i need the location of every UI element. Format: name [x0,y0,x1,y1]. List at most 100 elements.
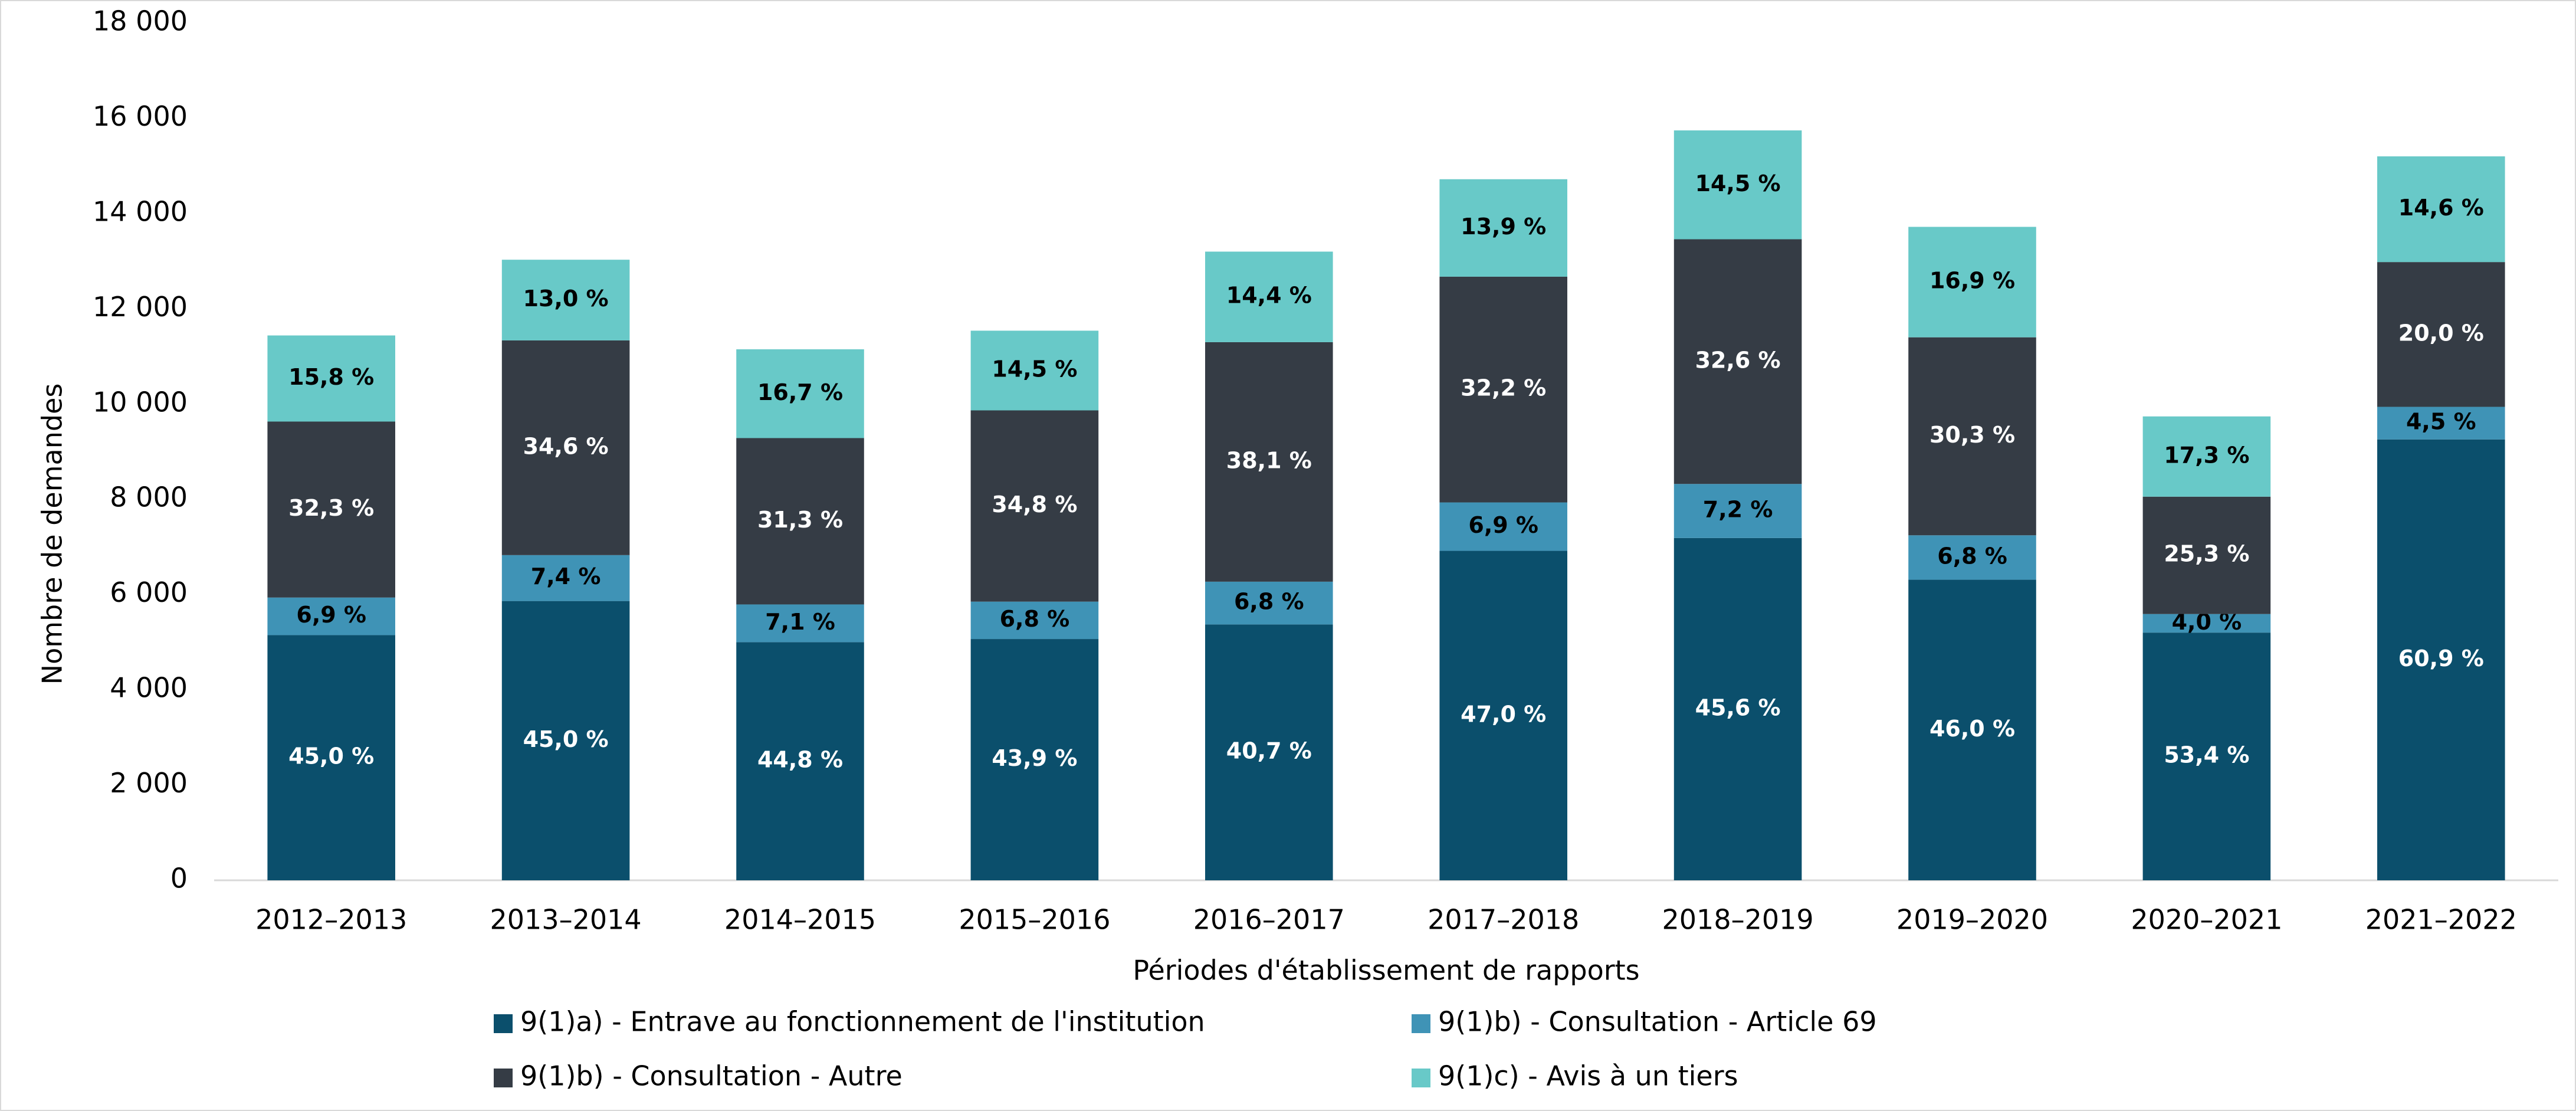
data-label: 53,4 % [2164,742,2249,768]
legend-swatch [494,1069,513,1087]
bar-segment [1908,337,2036,536]
y-tick-label: 4 000 [110,672,188,704]
legend-label: 9(1)b) - Consultation - Autre [520,1060,903,1092]
bar-segment [736,604,864,643]
data-label: 13,0 % [523,286,609,312]
data-label: 60,9 % [2398,645,2484,671]
data-label: 6,9 % [1468,512,1538,538]
data-label: 31,3 % [757,507,843,533]
data-label: 47,0 % [1461,701,1546,727]
y-tick-label: 0 [170,863,188,894]
y-tick-label: 14 000 [93,195,188,227]
data-label: 16,9 % [1929,268,2015,294]
data-label: 4,5 % [2406,409,2476,435]
data-label: 6,8 % [1234,589,1304,615]
bar-segment [267,421,395,598]
data-label: 34,6 % [523,433,609,459]
bar-segment [501,601,630,880]
bar-segment [970,410,1099,602]
x-tick-label: 2020–2021 [2131,904,2282,936]
data-label: 32,2 % [1461,375,1546,401]
legend-label: 9(1)c) - Avis à un tiers [1438,1060,1738,1092]
bar-segment [1673,484,1802,538]
x-tick-label: 2021–2022 [2365,904,2517,936]
data-label: 15,8 % [288,364,374,390]
y-tick-label: 12 000 [93,291,188,323]
x-tick-label: 2014–2015 [724,904,876,936]
x-tick-label: 2019–2020 [1896,904,2048,936]
data-label: 7,2 % [1703,497,1773,523]
bar-segment [1205,581,1333,625]
bar-segment [2142,416,2271,497]
legend-label: 9(1)a) - Entrave au fonctionnement de l'… [520,1006,1205,1038]
bar-segment [1673,130,1802,240]
data-label: 32,3 % [288,495,374,521]
bar-segment [1439,550,1567,880]
y-tick-label: 2 000 [110,767,188,799]
data-label: 6,8 % [1000,606,1070,632]
x-tick-label: 2013–2014 [490,904,642,936]
bar-segment [1439,276,1567,503]
data-label: 6,8 % [1937,543,2007,569]
bar-segment [1205,342,1333,582]
data-label: 43,9 % [992,745,1077,771]
data-label: 7,4 % [531,563,601,589]
bar-segment [267,335,395,422]
legend-swatch [494,1014,513,1033]
bar-segment [501,555,630,601]
bar-segment [267,635,395,880]
data-label: 14,5 % [1695,171,1781,196]
bar-segment [2377,407,2505,440]
y-tick-label: 10 000 [93,386,188,418]
data-label: 45,0 % [523,726,609,752]
legend-swatch [1412,1014,1430,1033]
bar-segment [1908,227,2036,337]
bar-segment [2377,156,2505,263]
bar-segment [267,597,395,635]
data-label: 14,5 % [992,356,1077,382]
data-label: 45,6 % [1695,694,1781,720]
data-label: 20,0 % [2398,320,2484,346]
data-label: 14,4 % [1226,283,1312,309]
data-label: 38,1 % [1226,447,1312,473]
x-tick-label: 2018–2019 [1662,904,1814,936]
data-label: 32,6 % [1695,347,1781,373]
x-tick-label: 2012–2013 [255,904,407,936]
bar-segment [1439,502,1567,551]
bar-segment [2142,496,2271,614]
data-label: 7,1 % [765,609,835,635]
bar-segment [736,642,864,880]
bar-segment [2142,614,2271,633]
bar-segment [2377,262,2505,407]
y-axis-title: Nombre de demandes [37,384,68,685]
data-label: 14,6 % [2398,195,2484,221]
legend-swatch [1412,1069,1430,1087]
x-tick-label: 2015–2016 [959,904,1110,936]
bar-segment [2377,439,2505,880]
data-label: 45,0 % [288,743,374,769]
bar-segment [1673,239,1802,484]
y-tick-label: 18 000 [93,5,188,37]
bar-segment [1908,579,2036,880]
data-label: 13,9 % [1461,214,1546,240]
y-tick-label: 16 000 [93,100,188,132]
bar-segment [736,438,864,605]
bar-segment [970,330,1099,411]
data-label: 44,8 % [757,747,843,773]
data-label: 16,7 % [757,379,843,405]
bar-segment [1439,179,1567,277]
data-label: 46,0 % [1929,716,2015,742]
data-label: 25,3 % [2164,541,2249,567]
bar-segment [501,260,630,340]
legend-label: 9(1)b) - Consultation - Article 69 [1438,1006,1877,1038]
bar-segment [1205,624,1333,880]
bar-segment [1205,251,1333,342]
data-label: 34,8 % [992,491,1077,517]
y-tick-label: 6 000 [110,576,188,608]
bar-segment [970,639,1099,880]
x-tick-label: 2017–2018 [1428,904,1579,936]
x-axis-title: Périodes d'établissement de rapports [1133,955,1639,987]
bar-segment [2142,632,2271,880]
y-tick-label: 8 000 [110,481,188,513]
